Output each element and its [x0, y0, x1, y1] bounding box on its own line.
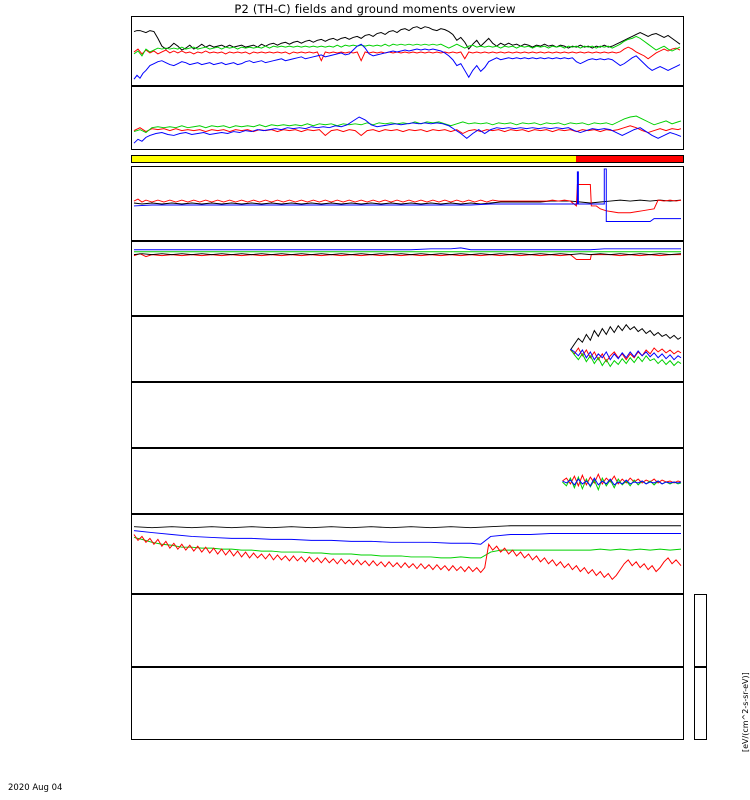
series-vt — [569, 323, 682, 351]
mode-segment-1 — [575, 156, 683, 162]
series-te-par — [133, 253, 682, 256]
peer-colorbar — [694, 667, 707, 740]
series-bx — [133, 43, 681, 80]
mode-segment-0 — [132, 156, 576, 162]
series-pt — [133, 525, 682, 529]
series-ni — [133, 199, 682, 205]
panel-density[interactable] — [131, 166, 684, 241]
series-vx — [570, 348, 682, 361]
panel-efield[interactable] — [131, 448, 684, 514]
panel-peer-spectrogram[interactable] — [131, 667, 684, 740]
series-ti-perp — [133, 247, 682, 251]
panel-pressure[interactable] — [131, 514, 684, 594]
panel-peir-spectrogram[interactable] — [131, 594, 684, 667]
series-pi — [133, 530, 682, 545]
mode-status-bar — [131, 155, 684, 163]
series-Bz — [133, 125, 682, 137]
series-ne — [133, 184, 682, 214]
page-title: P2 (TH-C) fields and ground moments over… — [234, 2, 516, 16]
series-by — [133, 35, 681, 57]
series-bt — [133, 26, 681, 51]
series-ex — [562, 477, 682, 487]
date-label: 2020 Aug 04 — [8, 783, 63, 793]
series-pe — [133, 536, 682, 559]
panel-fgs-gsm-tgg[interactable] — [131, 86, 684, 150]
panel-magt3[interactable] — [131, 241, 684, 316]
colorbar-title: [eV/(cm^2-s-sr-eV)] — [741, 672, 750, 752]
series-pb — [133, 534, 682, 581]
panel-peer-velocity[interactable] — [131, 382, 684, 448]
series-Bx — [133, 116, 682, 144]
series-ez — [562, 472, 682, 488]
series-npot — [133, 168, 682, 222]
peir-colorbar — [694, 594, 707, 667]
series-bz — [133, 46, 681, 62]
panel-pair-velocity[interactable] — [131, 316, 684, 382]
series-vz — [570, 347, 682, 363]
panel-fgs-gsm[interactable] — [131, 16, 684, 86]
series-vy — [569, 348, 682, 368]
